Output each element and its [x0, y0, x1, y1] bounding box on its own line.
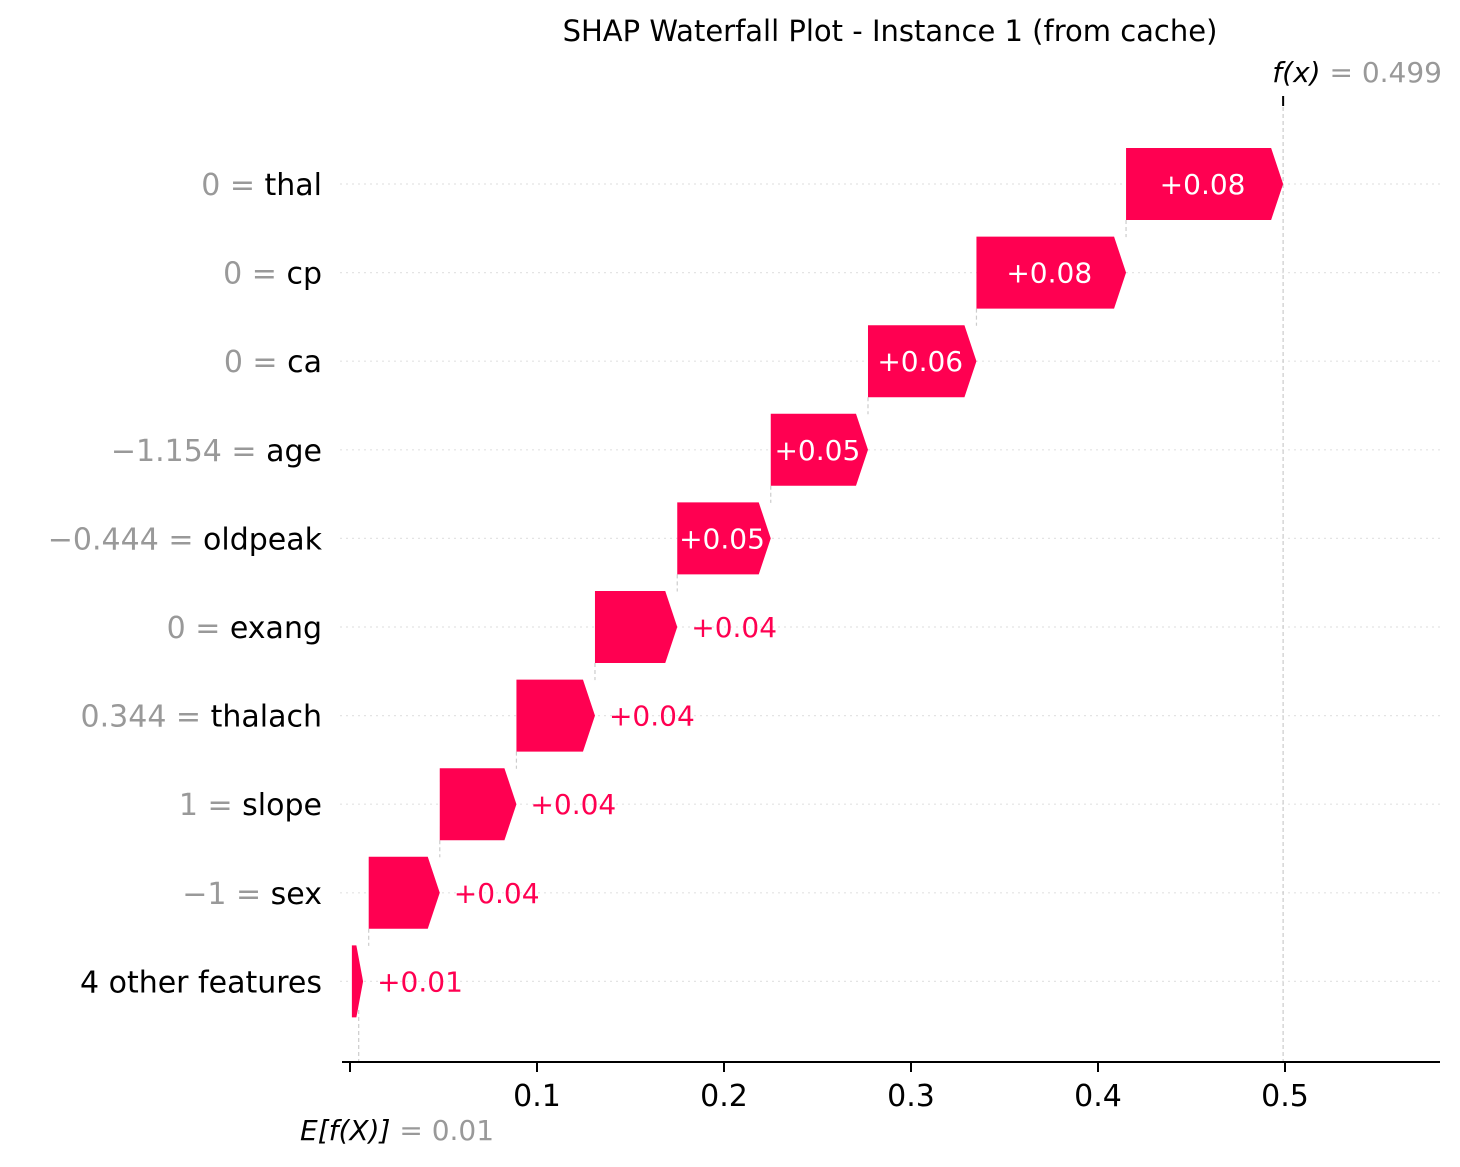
connector-lines [358, 96, 1285, 1062]
feature-value: 1 = [179, 788, 242, 823]
shap-value-label: +0.01 [377, 965, 463, 998]
contribution-bar [351, 945, 364, 1018]
contribution-bar [867, 325, 977, 398]
contribution-bar [516, 679, 595, 752]
contribution-bar [594, 591, 678, 663]
feature-name: thal [265, 168, 323, 203]
output-value-label: f(x) = 0.499 [1272, 56, 1442, 89]
shap-value-label: +0.04 [691, 611, 777, 644]
feature-name: sex [271, 877, 322, 912]
x-tick-label: 0.3 [887, 1079, 935, 1114]
feature-name: age [266, 434, 322, 469]
feature-label: −0.444 = oldpeak [48, 522, 323, 557]
shap-value-label: +0.08 [1160, 168, 1246, 201]
shap-value-label: +0.08 [1006, 257, 1092, 290]
contribution-bar [976, 236, 1127, 309]
shap-value-label: +0.05 [774, 434, 860, 467]
feature-name: exang [230, 611, 322, 646]
feature-label: 0 = exang [167, 611, 322, 646]
feature-value: 0 = [201, 168, 264, 203]
row-gridlines [340, 183, 1440, 983]
x-tick-label: 0.2 [700, 1079, 748, 1114]
feature-label: 0 = thal [201, 168, 322, 203]
base-value-symbol: E[f(X)] [300, 1114, 391, 1147]
shap-value-label: +0.04 [454, 877, 540, 910]
feature-value: −1 = [182, 877, 270, 912]
x-tick-label: 0.5 [1261, 1079, 1309, 1114]
shap-value-label: +0.04 [609, 700, 695, 733]
feature-name: ca [287, 345, 322, 380]
shap-value-label: +0.04 [530, 788, 616, 821]
feature-label: 0 = cp [223, 257, 322, 292]
output-value-text: = 0.499 [1329, 56, 1442, 89]
shap-value-label: +0.06 [877, 345, 963, 378]
base-value-text: = 0.01 [399, 1114, 495, 1147]
x-tick-label: 0.4 [1074, 1079, 1122, 1114]
x-axis: 0.1 0.2 0.3 0.4 0.5 [342, 1061, 1440, 1114]
contribution-bar [368, 856, 440, 929]
feature-value: 0.344 = [81, 700, 211, 735]
feature-value: −1.154 = [111, 434, 266, 469]
feature-value: −0.444 = [48, 522, 203, 557]
contribution-bar [439, 768, 517, 841]
feature-label: 1 = slope [179, 788, 322, 823]
feature-value: 0 = [223, 257, 286, 292]
feature-name: 4 other features [80, 965, 322, 1000]
feature-labels: +0.08 0 = thal +0.08 0 = cp +0.06 0 = ca +0.05… [48, 168, 1246, 1000]
output-value-symbol: f(x) [1272, 56, 1321, 89]
feature-name: cp [286, 257, 322, 292]
contribution-bar [770, 413, 868, 486]
feature-name: thalach [211, 700, 322, 735]
x-tick-label: 0.1 [513, 1079, 561, 1114]
shap-value-label: +0.05 [679, 522, 765, 555]
feature-label: −1 = sex [182, 877, 322, 912]
contribution-bar [1126, 148, 1284, 220]
chart-title: SHAP Waterfall Plot - Instance 1 (from c… [562, 14, 1218, 48]
feature-name: oldpeak [203, 522, 323, 557]
feature-label: 4 other features [80, 965, 322, 1000]
feature-label: 0 = ca [224, 345, 322, 380]
feature-label: −1.154 = age [111, 434, 322, 469]
feature-value: 0 = [224, 345, 287, 380]
contribution-bar [677, 502, 771, 575]
feature-value: 0 = [167, 611, 230, 646]
feature-label: 0.344 = thalach [81, 700, 322, 735]
contribution-bars [351, 148, 1284, 1018]
base-value-label: E[f(X)] = 0.01 [300, 1114, 494, 1147]
feature-name: slope [242, 788, 322, 823]
